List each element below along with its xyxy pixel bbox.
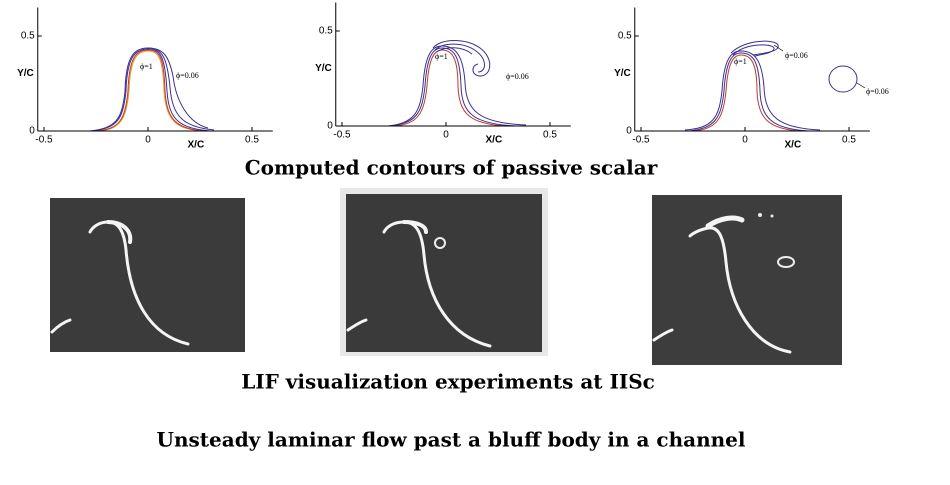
x-tick-label: 0 — [742, 135, 748, 146]
x-tick-label: 0.5 — [543, 130, 557, 141]
y-tick-label: 0 — [327, 121, 333, 132]
annotation: ϕ=0.06 — [176, 71, 199, 80]
x-tick-label: -0.5 — [333, 130, 351, 141]
x-tick-label: 0.5 — [842, 135, 856, 146]
photo — [50, 198, 245, 352]
x-tick-label: 0 — [443, 130, 449, 141]
photo — [652, 195, 842, 365]
y-axis-label: Y/C — [17, 68, 34, 79]
contours — [89, 47, 215, 132]
annotation: ϕ=1 — [734, 57, 747, 66]
y-axis-label: Y/C — [315, 63, 332, 74]
annotation: ϕ=0.06 — [785, 51, 808, 60]
contours — [387, 40, 527, 127]
annotation: ϕ=0.06 — [506, 72, 529, 81]
annotation: ϕ=1 — [435, 52, 448, 61]
y-tick-label: 0.5 — [618, 31, 632, 42]
caption: Computed contours of passive scalar — [245, 156, 658, 180]
x-axis-label: X/C — [785, 140, 802, 151]
x-tick-label: 0 — [145, 135, 151, 146]
annotation: ϕ=0.06 — [866, 87, 889, 96]
y-axis-label: Y/C — [614, 68, 631, 79]
x-axis-label: X/C — [486, 135, 503, 146]
x-tick-label: -0.5 — [632, 135, 650, 146]
y-tick-label: 0.5 — [319, 26, 333, 37]
annotation: ϕ=1 — [140, 62, 153, 71]
x-tick-label: 0.5 — [245, 135, 259, 146]
x-tick-label: -0.5 — [35, 135, 53, 146]
y-tick-label: 0 — [29, 126, 35, 137]
x-axis-label: X/C — [188, 140, 205, 151]
caption: LIF visualization experiments at IISc — [241, 370, 655, 394]
photo — [340, 188, 548, 356]
contours — [684, 40, 866, 132]
caption: Unsteady laminar flow past a bluff body … — [157, 428, 746, 452]
y-tick-label: 0 — [626, 126, 632, 137]
y-tick-label: 0.5 — [21, 31, 35, 42]
